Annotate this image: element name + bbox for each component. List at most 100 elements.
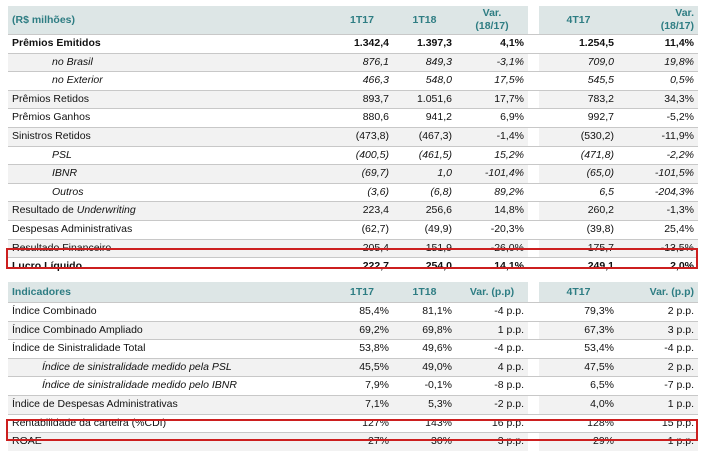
column-gap <box>528 126 539 147</box>
value-cell: 223,4 <box>331 201 393 221</box>
table-row: IBNR (69,7) 1,0 -101,4% (65,0) -101,5% <box>8 164 698 184</box>
table-row: ROAE 27% 30% 3 p.p. 29% 1 p.p. <box>8 432 698 451</box>
value-cell: 15 p.p. <box>618 413 698 433</box>
table-row: Rentabilidade da carteira (%CDI) 127% 143%… <box>8 413 698 433</box>
value-cell: 0,5% <box>618 71 698 91</box>
value-cell: 53,8% <box>331 339 393 359</box>
value-cell: -11,9% <box>618 126 698 147</box>
financial-results-table: (R$ milhões) 1T17 1T18 Var. (18/17) 4T17 Var.(… <box>8 6 698 276</box>
value-cell: -5,2% <box>618 108 698 128</box>
column-gap <box>528 394 539 415</box>
value-cell: 6,5% <box>539 376 618 396</box>
value-cell: 7,9% <box>331 376 393 396</box>
value-cell: 4 p.p. <box>456 357 528 377</box>
table-row: Resultado Financeiro 205,4 151,9 -26,0% 175,… <box>8 238 698 258</box>
value-cell: 67,3% <box>539 320 618 340</box>
table-header-row: (R$ milhões) 1T17 1T18 Var. (18/17) 4T17 Var.(… <box>8 6 698 35</box>
row-label: Índice de Despesas Administrativas <box>8 394 331 415</box>
header-line: (18/17) <box>475 20 509 32</box>
row-label: Outros <box>8 182 331 202</box>
value-cell: 3 p.p. <box>456 432 528 451</box>
value-cell: 19,8% <box>618 52 698 72</box>
value-cell: 11,4% <box>618 34 698 54</box>
value-cell: -26,0% <box>456 238 528 258</box>
table-row: Prêmios Ganhos 880,6 941,2 6,9% 992,7 -5,2% <box>8 108 698 128</box>
table-header-row: Indicadores 1T17 1T18 Var. (p.p) 4T17 Var. (p… <box>8 282 698 303</box>
value-cell: 2 p.p. <box>618 302 698 322</box>
value-cell: 1.051,6 <box>393 89 456 109</box>
value-cell: 14,1% <box>456 257 528 276</box>
table-row: Lucro Líquido 222,7 254,0 14,1% 249,1 2,0% <box>8 257 698 276</box>
value-cell: -13,5% <box>618 238 698 258</box>
column-gap <box>528 357 539 377</box>
value-cell: 47,5% <box>539 357 618 377</box>
value-cell: 49,6% <box>393 339 456 359</box>
row-label: Prêmios Retidos <box>8 89 331 109</box>
value-cell: (530,2) <box>539 126 618 147</box>
value-cell: 17,7% <box>456 89 528 109</box>
value-cell: -4 p.p. <box>456 302 528 322</box>
value-cell: (473,8) <box>331 126 393 147</box>
column-gap <box>528 145 539 165</box>
column-gap <box>528 108 539 128</box>
value-cell: 89,2% <box>456 182 528 202</box>
value-cell: 992,7 <box>539 108 618 128</box>
table-row: Índice de sinistralidade medido pela PSL… <box>8 357 698 377</box>
table-row: no Exterior 466,3 548,0 17,5% 545,5 0,5% <box>8 71 698 91</box>
value-cell: 1.254,5 <box>539 34 618 54</box>
value-cell: 16 p.p. <box>456 413 528 433</box>
value-cell: 15,2% <box>456 145 528 165</box>
value-cell: -101,5% <box>618 164 698 184</box>
value-cell: 4,1% <box>456 34 528 54</box>
value-cell: (461,5) <box>393 145 456 165</box>
table-row: Índice Combinado 85,4% 81,1% -4 p.p. 79,3% 2 … <box>8 302 698 322</box>
table-row: Despesas Administrativas (62,7) (49,9) -20,… <box>8 219 698 240</box>
table-row: Sinistros Retidos (473,8) (467,3) -1,4% (530… <box>8 126 698 147</box>
header-cell: 4T17 <box>539 6 618 35</box>
value-cell: -7 p.p. <box>618 376 698 396</box>
column-gap <box>528 71 539 91</box>
value-cell: (49,9) <box>393 219 456 240</box>
header-cell: Var. (p.p) <box>618 282 698 303</box>
header-cell: 1T17 <box>331 282 393 303</box>
header-cell: Var. (18/17) <box>618 6 698 35</box>
value-cell: 4,0% <box>539 394 618 415</box>
table-row: Índice Combinado Ampliado 69,2% 69,8% 1 p.p… <box>8 320 698 340</box>
row-label: Prêmios Emitidos <box>8 34 331 54</box>
header-label: Indicadores <box>8 282 331 303</box>
header-cell: 1T18 <box>393 282 456 303</box>
value-cell: 69,8% <box>393 320 456 340</box>
row-label: Despesas Administrativas <box>8 219 331 240</box>
row-label: Resultado Financeiro <box>8 238 331 258</box>
value-cell: -101,4% <box>456 164 528 184</box>
header-cell: 1T17 <box>331 6 393 35</box>
value-cell: 79,3% <box>539 302 618 322</box>
table-row: Índice de Despesas Administrativas 7,1% 5,… <box>8 394 698 415</box>
header-label: (R$ milhões) <box>8 6 331 35</box>
value-cell: 27% <box>331 432 393 451</box>
column-gap <box>528 413 539 433</box>
table-row: no Brasil 876,1 849,3 -3,1% 709,0 19,8% <box>8 52 698 72</box>
table-row: Outros (3,6) (6,8) 89,2% 6,5 -204,3% <box>8 182 698 202</box>
row-label: Índice de sinistralidade medido pelo IBN… <box>8 376 331 396</box>
row-label: Índice de Sinistralidade Total <box>8 339 331 359</box>
value-cell: 1 p.p. <box>618 432 698 451</box>
row-label: Índice de sinistralidade medido pela PSL <box>8 357 331 377</box>
value-cell: 783,2 <box>539 89 618 109</box>
row-label: Lucro Líquido <box>8 257 331 276</box>
value-cell: 69,2% <box>331 320 393 340</box>
table-row: Índice de sinistralidade medido pelo IBN… <box>8 376 698 396</box>
value-cell: (69,7) <box>331 164 393 184</box>
table-row: Índice de Sinistralidade Total 53,8% 49,6%… <box>8 339 698 359</box>
value-cell: 175,7 <box>539 238 618 258</box>
column-gap <box>528 219 539 240</box>
value-cell: 53,4% <box>539 339 618 359</box>
column-gap <box>528 376 539 396</box>
column-gap <box>528 339 539 359</box>
value-cell: (6,8) <box>393 182 456 202</box>
value-cell: 249,1 <box>539 257 618 276</box>
value-cell: -1,4% <box>456 126 528 147</box>
column-gap <box>528 320 539 340</box>
value-cell: 548,0 <box>393 71 456 91</box>
value-cell: 466,3 <box>331 71 393 91</box>
